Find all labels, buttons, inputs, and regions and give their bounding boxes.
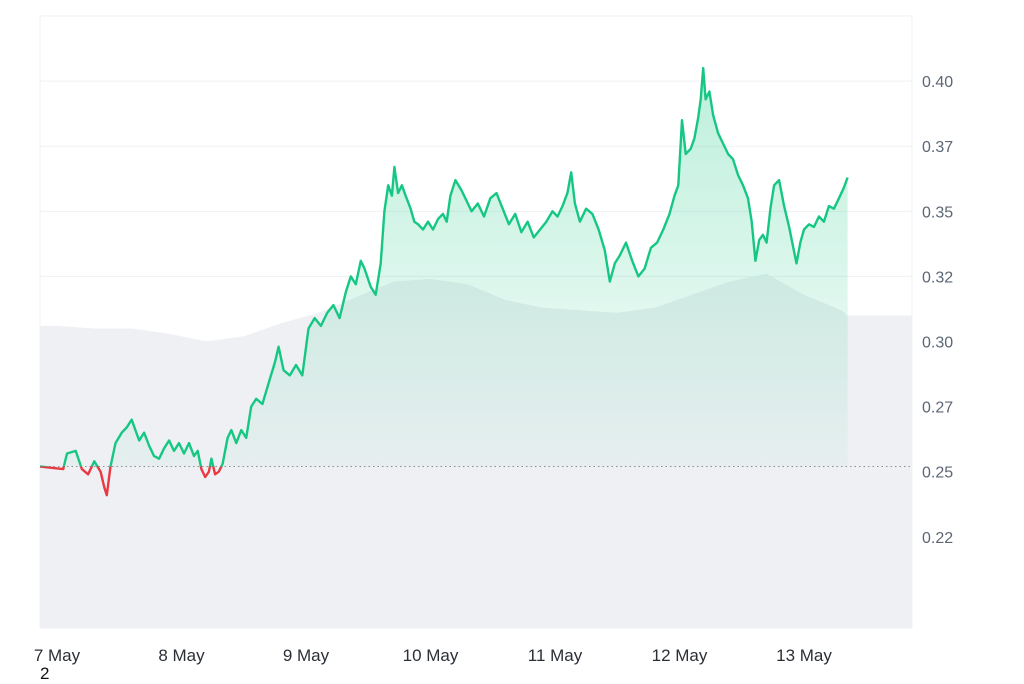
- y-tick-label: 0.37: [922, 139, 953, 156]
- x-tick-label: 12 May: [652, 646, 708, 665]
- x-tick-label: 8 May: [158, 646, 205, 665]
- x-tick-label: 7 May: [34, 646, 81, 665]
- y-tick-label: 0.40: [922, 74, 953, 91]
- price-area-fill: [40, 68, 848, 467]
- price-line-up: [40, 66, 849, 467]
- y-tick-label: 0.27: [922, 400, 953, 417]
- x-tick-label: 9 May: [283, 646, 330, 665]
- y-tick-label: 0.30: [922, 335, 953, 352]
- x-tick-label: 10 May: [403, 646, 459, 665]
- x-tick-label: 11 May: [528, 646, 583, 665]
- y-tick-label: 0.25: [922, 465, 953, 482]
- x-tick-label: 13 May: [776, 646, 832, 665]
- corner-label: 2: [40, 664, 50, 683]
- y-tick-label: 0.35: [922, 204, 953, 221]
- y-tick-label: 0.22: [922, 530, 953, 547]
- y-tick-label: 0.32: [922, 269, 953, 286]
